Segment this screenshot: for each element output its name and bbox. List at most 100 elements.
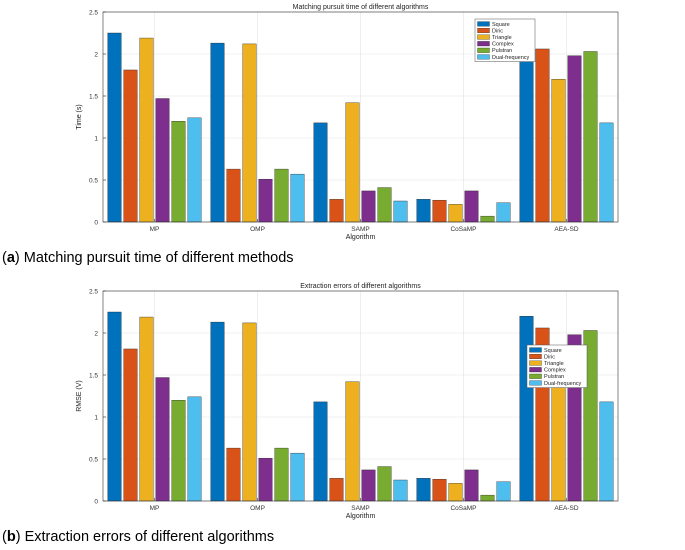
legend-entry-dual-frequency: Dual-frequency <box>544 381 582 387</box>
legend-swatch <box>477 34 490 40</box>
bar-triangle-samp <box>345 381 360 502</box>
bar-complex-mp <box>155 377 170 502</box>
caption-b: (b) Extraction errors of different algor… <box>2 529 275 545</box>
bar-pulstran-samp <box>377 466 392 502</box>
bar-complex-cosamp <box>464 469 479 502</box>
y-tick-label: 0 <box>94 219 98 226</box>
bar-dual-frequency-samp <box>393 479 408 502</box>
bar-triangle-cosamp <box>448 483 463 502</box>
y-axis-label: RMSE (V) <box>76 380 83 412</box>
legend-swatch <box>529 354 542 359</box>
caption-a-text: Matching pursuit time of different metho… <box>23 250 294 266</box>
y-tick-label: 2 <box>94 330 98 337</box>
bar-complex-cosamp <box>464 190 479 223</box>
bar-complex-omp <box>258 457 273 502</box>
legend-entry-square: Square <box>492 22 510 28</box>
x-tick-label-cosamp: CoSaMP <box>450 505 476 512</box>
caption-a: (a) Matching pursuit time of different m… <box>2 250 294 266</box>
legend-swatch <box>529 360 542 366</box>
legend-entry-dual-frequency: Dual-frequency <box>492 55 530 61</box>
bar-diric-cosamp <box>432 478 447 502</box>
y-tick-label: 1 <box>94 414 98 421</box>
bar-square-cosamp <box>416 478 431 502</box>
y-tick-label: 2.5 <box>89 9 98 16</box>
bar-pulstran-mp <box>171 121 186 223</box>
legend: SquareDiricTriangleComplexPulstranDual-f… <box>526 344 588 388</box>
bar-diric-omp <box>226 447 241 502</box>
bar-diric-mp <box>123 348 138 502</box>
bar-pulstran-omp <box>274 447 289 502</box>
x-tick-label-samp: SAMP <box>351 226 369 233</box>
bar-triangle-omp <box>242 43 257 223</box>
bar-complex-mp <box>155 98 170 223</box>
bar-square-samp <box>313 401 328 502</box>
chart-title: Extraction errors of different algorithm… <box>300 283 421 290</box>
y-tick-label: 1.5 <box>89 372 98 379</box>
bar-triangle-omp <box>242 322 257 502</box>
bar-pulstran-omp <box>274 168 289 223</box>
legend-swatch <box>477 28 490 33</box>
x-axis-label: Algorithm <box>346 513 376 520</box>
caption-a-label: a <box>6 250 15 266</box>
caption-b-text: Extraction errors of different algorithm… <box>24 529 275 545</box>
bar-dual-frequency-cosamp <box>496 202 511 223</box>
bar-square-samp <box>313 122 328 223</box>
bar-diric-cosamp <box>432 199 447 223</box>
bar-square-omp <box>210 42 225 223</box>
bar-triangle-samp <box>345 102 360 223</box>
legend-swatch <box>529 367 542 373</box>
y-tick-label: 2.5 <box>89 288 98 295</box>
chart-title: Matching pursuit time of different algor… <box>293 4 429 11</box>
x-tick-label-aea-sd: AEA-SD <box>554 226 579 233</box>
legend-swatch <box>477 41 490 47</box>
y-tick-label: 1.5 <box>89 93 98 100</box>
y-tick-label: 0.5 <box>89 177 98 184</box>
legend-entry-square: Square <box>544 348 562 354</box>
y-tick-label: 2 <box>94 51 98 58</box>
bar-dual-frequency-aea-sd <box>599 401 614 502</box>
bar-complex-samp <box>361 469 376 502</box>
x-tick-label-mp: MP <box>150 226 160 233</box>
bar-square-mp <box>107 311 122 502</box>
bar-pulstran-mp <box>171 400 186 502</box>
bar-triangle-mp <box>139 37 154 223</box>
x-tick-label-cosamp: CoSaMP <box>450 226 476 233</box>
bar-square-aea-sd <box>519 37 534 223</box>
bar-complex-aea-sd <box>567 55 582 223</box>
x-axis-label: Algorithm <box>346 234 376 241</box>
chart-extraction-errors: 0 0.5 1 1.5 2 2.5 MP OMP SAMP CoSaMP AEA-SD Extract… <box>76 283 619 520</box>
y-tick-label: 1 <box>94 135 98 142</box>
caption-b-label: b <box>6 529 16 545</box>
legend-swatch <box>477 47 490 53</box>
chart-matching-pursuit-time: 0 0.5 1 1.5 2 2.5 MP OMP SAMP CoSaMP AEA-SD Matchin… <box>76 4 619 241</box>
bar-complex-samp <box>361 190 376 223</box>
bar-diric-samp <box>329 478 344 502</box>
bar-triangle-aea-sd <box>551 79 566 223</box>
x-tick-label-mp: MP <box>150 505 160 512</box>
legend-entry-complex: Complex <box>544 368 566 374</box>
bar-square-aea-sd <box>519 316 534 502</box>
bar-square-omp <box>210 321 225 502</box>
bar-dual-frequency-cosamp <box>496 481 511 502</box>
legend-entry-triangle: Triangle <box>492 35 512 41</box>
bar-pulstran-samp <box>377 187 392 223</box>
bar-complex-omp <box>258 178 273 223</box>
y-axis-label: Time (s) <box>76 104 83 129</box>
bar-square-mp <box>107 32 122 223</box>
legend-swatch <box>477 21 490 27</box>
legend-swatch <box>529 347 542 353</box>
x-tick-label-samp: SAMP <box>351 505 369 512</box>
bar-dual-frequency-omp <box>290 452 305 502</box>
bar-triangle-mp <box>139 316 154 502</box>
bar-dual-frequency-omp <box>290 173 305 223</box>
legend-entry-pulstran: Pulstran <box>544 374 564 380</box>
bar-diric-mp <box>123 69 138 223</box>
y-tick-label: 0.5 <box>89 456 98 463</box>
legend-entry-complex: Complex <box>492 42 514 48</box>
legend: SquareDiricTriangleComplexPulstranDual-f… <box>474 18 536 62</box>
bar-pulstran-aea-sd <box>583 51 598 223</box>
bar-dual-frequency-aea-sd <box>599 122 614 223</box>
bar-square-cosamp <box>416 199 431 223</box>
x-tick-label-omp: OMP <box>250 226 265 233</box>
bar-pulstran-cosamp <box>480 215 495 223</box>
